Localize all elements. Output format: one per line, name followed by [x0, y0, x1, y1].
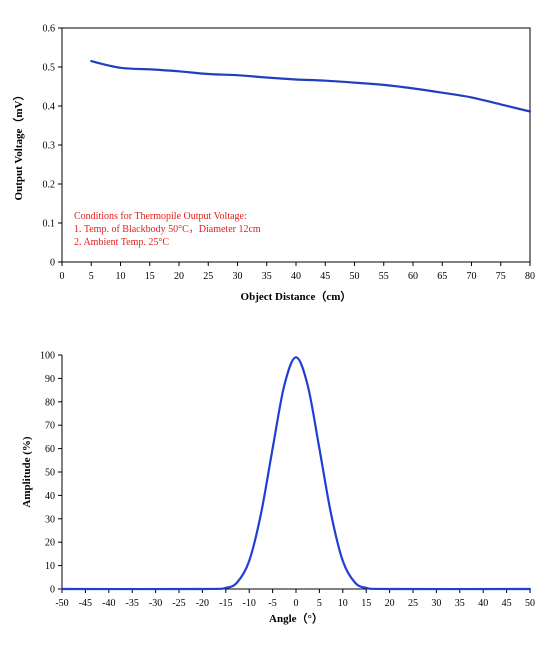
x-tick-label: -50	[55, 598, 68, 609]
x-tick-label: -35	[126, 598, 139, 609]
y-tick-label: 80	[45, 397, 55, 408]
x-tick-label: -30	[149, 598, 162, 609]
y-tick-label: 70	[45, 421, 55, 432]
y-tick-label: 0.4	[43, 102, 56, 113]
y-tick-label: 40	[45, 491, 55, 502]
condition-note-line: 1. Temp. of Blackbody 50°C，Diameter 12cm	[74, 224, 261, 235]
y-tick-label: 0.6	[43, 24, 56, 35]
y-tick-label: 0	[50, 258, 55, 269]
y-tick-label: 90	[45, 374, 55, 385]
y-tick-label: 10	[45, 561, 55, 572]
x-tick-label: -10	[243, 598, 256, 609]
x-tick-label: 65	[437, 271, 447, 282]
x-tick-label: 40	[478, 598, 488, 609]
x-tick-label: -15	[219, 598, 232, 609]
x-tick-label: 45	[502, 598, 512, 609]
y-axis-label: Output Voltage（mV）	[12, 90, 25, 201]
x-tick-label: 0	[60, 271, 65, 282]
x-tick-label: 30	[233, 271, 243, 282]
x-tick-label: -5	[268, 598, 276, 609]
x-tick-label: 55	[379, 271, 389, 282]
x-tick-label: 35	[455, 598, 465, 609]
x-axis-label: Angle（°）	[269, 612, 323, 625]
x-tick-label: 5	[317, 598, 322, 609]
y-tick-label: 0.3	[43, 141, 56, 152]
x-tick-label: -45	[79, 598, 92, 609]
y-tick-label: 60	[45, 444, 55, 455]
x-tick-label: -40	[102, 598, 115, 609]
y-tick-label: 0	[50, 585, 55, 596]
x-tick-label: -20	[196, 598, 209, 609]
x-tick-label: 20	[385, 598, 395, 609]
x-tick-label: 25	[203, 271, 213, 282]
x-tick-label: 30	[431, 598, 441, 609]
x-tick-label: 25	[408, 598, 418, 609]
x-tick-label: 15	[145, 271, 155, 282]
condition-note-line: Conditions for Thermopile Output Voltage…	[74, 211, 247, 222]
x-tick-label: 80	[525, 271, 535, 282]
series-line	[60, 356, 532, 591]
y-tick-label: 50	[45, 468, 55, 479]
x-tick-label: 10	[116, 271, 126, 282]
x-tick-label: 50	[525, 598, 535, 609]
y-tick-label: 0.2	[43, 180, 56, 191]
x-tick-label: 35	[262, 271, 272, 282]
series-line	[90, 60, 532, 113]
y-tick-label: 0.1	[43, 219, 56, 230]
x-tick-label: 75	[496, 271, 506, 282]
x-tick-label: 60	[408, 271, 418, 282]
y-tick-label: 100	[40, 351, 55, 362]
x-tick-label: -25	[172, 598, 185, 609]
x-tick-label: 0	[294, 598, 299, 609]
x-tick-label: 15	[361, 598, 371, 609]
condition-note-line: 2. Ambient Temp. 25°C	[74, 237, 169, 248]
x-axis-label: Object Distance（cm）	[241, 290, 352, 303]
y-tick-label: 20	[45, 538, 55, 549]
x-tick-label: 45	[320, 271, 330, 282]
y-tick-label: 0.5	[43, 63, 56, 74]
x-tick-label: 70	[467, 271, 477, 282]
x-tick-label: 50	[350, 271, 360, 282]
x-tick-label: 20	[174, 271, 184, 282]
y-axis-label: Amplitude (%)	[21, 436, 33, 508]
x-tick-label: 5	[89, 271, 94, 282]
x-tick-label: 40	[291, 271, 301, 282]
voltage-distance-chart: 0 0.1 0.2 0.3 0.4 0.5 0.6 0 5 10 15 20 25 30 35 40 45 50 5…	[12, 24, 535, 304]
x-tick-label: 10	[338, 598, 348, 609]
y-tick-label: 30	[45, 514, 55, 525]
